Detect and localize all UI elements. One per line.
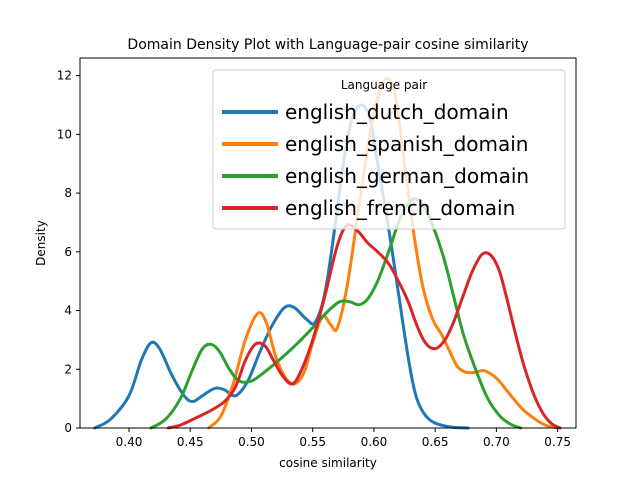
y-tick-label: 0 xyxy=(64,421,72,435)
y-tick-label: 4 xyxy=(64,304,72,318)
y-tick-label: 12 xyxy=(57,69,72,83)
y-tick-label: 10 xyxy=(57,127,72,141)
series-line-english-dutch-domain xyxy=(93,103,470,430)
legend: Language pair english_dutch_domainenglis… xyxy=(212,69,566,230)
x-tick-label: 0.40 xyxy=(116,435,143,449)
x-tick-label: 0.70 xyxy=(483,435,510,449)
y-axis: 0 2 4 6 8 10 12 xyxy=(57,69,80,435)
chart-title: Domain Density Plot with Language-pair c… xyxy=(127,37,528,53)
series-layer xyxy=(93,76,562,430)
legend-label-english-spanish-domain: english_spanish_domain xyxy=(285,132,529,156)
y-tick-label: 2 xyxy=(64,362,72,376)
x-tick-label: 0.50 xyxy=(238,435,265,449)
legend-items: english_dutch_domain english_spanish_doma… xyxy=(222,100,529,220)
series-line-english-french-domain xyxy=(166,223,562,430)
x-tick-label: 0.55 xyxy=(299,435,326,449)
legend-label-english-french-domain: english_french_domain xyxy=(285,196,515,220)
legend-title: Language pair xyxy=(341,78,427,92)
x-tick-label: 0.65 xyxy=(422,435,449,449)
legend-label-english-dutch-domain: english_dutch_domain xyxy=(285,100,509,124)
y-tick-label: 8 xyxy=(64,186,72,200)
x-axis: 0.40 0.45 0.50 0.55 0.60 0.65 0.70 0.75 xyxy=(116,428,571,449)
plot-frame xyxy=(79,57,577,429)
x-tick-label: 0.45 xyxy=(177,435,204,449)
x-tick-label: 0.75 xyxy=(544,435,571,449)
series-line-english-german-domain xyxy=(149,196,523,430)
y-tick-label: 6 xyxy=(64,245,72,259)
legend-box xyxy=(212,69,566,230)
x-axis-label: cosine similarity xyxy=(279,456,377,470)
legend-label-english-german-domain: english_german_domain xyxy=(285,164,529,188)
y-axis-label: Density xyxy=(34,220,48,266)
x-tick-label: 0.60 xyxy=(361,435,388,449)
